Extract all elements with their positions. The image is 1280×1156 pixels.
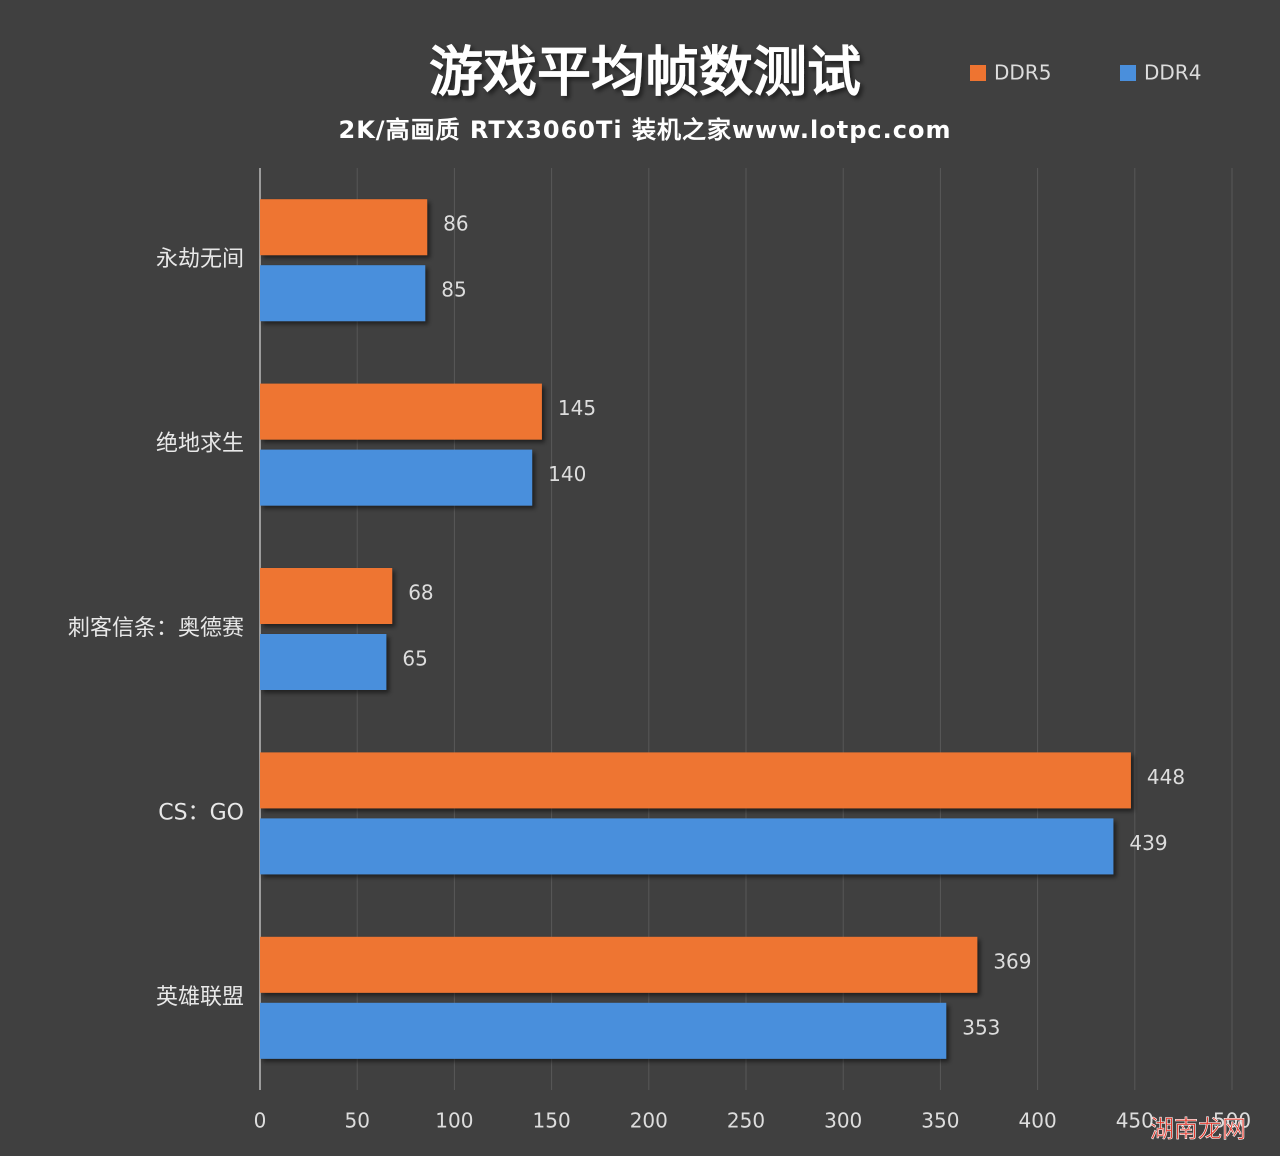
x-tick-label: 150 — [533, 1109, 571, 1133]
bar — [260, 199, 428, 256]
data-label: 353 — [962, 1015, 1000, 1039]
x-tick-label: 400 — [1019, 1109, 1057, 1133]
legend-swatch — [970, 65, 986, 81]
y-tick-label: 刺客信条：奥德赛 — [68, 616, 244, 641]
data-label: 85 — [441, 278, 466, 302]
bar — [260, 936, 978, 993]
bar — [260, 818, 1114, 875]
bar — [260, 1002, 947, 1059]
bar — [260, 449, 533, 506]
bar — [260, 752, 1131, 809]
x-tick-label: 250 — [727, 1109, 765, 1133]
x-tick-label: 0 — [254, 1109, 267, 1133]
watermark: 湖南龙网 — [1150, 1115, 1246, 1143]
bar — [260, 634, 387, 690]
data-label: 65 — [402, 647, 427, 671]
legend-label: DDR4 — [1144, 61, 1201, 85]
y-tick-label: 英雄联盟 — [156, 985, 244, 1010]
data-label: 140 — [548, 462, 586, 486]
chart-subtitle: 2K/高画质 RTX3060Ti 装机之家www.lotpc.com — [339, 116, 952, 144]
data-label: 145 — [558, 396, 596, 420]
x-tick-label: 500 — [1213, 1109, 1251, 1133]
x-tick-label: 50 — [344, 1109, 369, 1133]
x-tick-label: 200 — [630, 1109, 668, 1133]
legend-label: DDR5 — [994, 61, 1051, 85]
y-tick-label: 绝地求生 — [156, 432, 244, 457]
bar — [260, 265, 426, 322]
data-label: 439 — [1129, 831, 1167, 855]
y-tick-label: 永劫无间 — [156, 247, 244, 272]
data-label: 448 — [1147, 765, 1185, 789]
x-tick-label: 450 — [1116, 1109, 1154, 1133]
legend-swatch — [1120, 65, 1136, 81]
data-label: 68 — [408, 581, 433, 605]
bar — [260, 568, 393, 624]
x-tick-label: 100 — [435, 1109, 473, 1133]
chart-title: 游戏平均帧数测试 — [429, 41, 861, 104]
x-tick-label: 350 — [921, 1109, 959, 1133]
y-tick-label: CS：GO — [158, 800, 244, 825]
data-label: 86 — [443, 212, 468, 236]
x-tick-label: 300 — [824, 1109, 862, 1133]
bar — [260, 383, 542, 440]
data-label: 369 — [993, 949, 1031, 973]
